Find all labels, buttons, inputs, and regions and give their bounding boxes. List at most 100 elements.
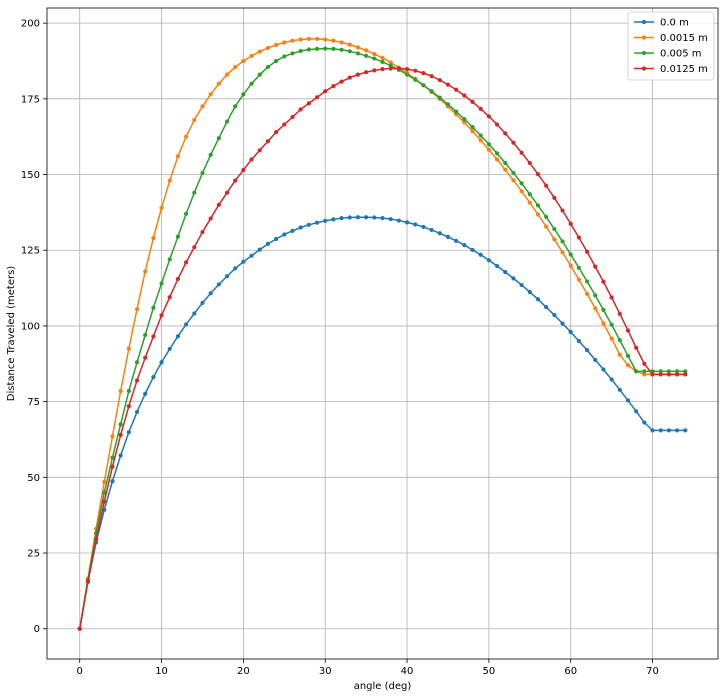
data-point (462, 242, 467, 248)
data-point (478, 252, 483, 257)
data-point (110, 455, 115, 460)
data-point (159, 360, 164, 365)
data-point (568, 263, 573, 268)
data-point (118, 453, 123, 458)
data-point (478, 138, 483, 143)
data-point (535, 212, 541, 217)
data-point (167, 295, 172, 300)
data-point (380, 59, 385, 64)
legend-item: 0.0015 m (634, 33, 708, 44)
legend-item: 0.0 m (634, 18, 689, 29)
data-point (527, 192, 532, 197)
data-point (584, 249, 590, 254)
data-point (642, 361, 647, 366)
data-point (625, 363, 631, 368)
data-point (634, 345, 639, 350)
y-tick-label: 200 (21, 19, 40, 30)
data-point (527, 200, 532, 205)
data-point (478, 106, 483, 111)
data-point (143, 332, 148, 338)
data-point (274, 58, 279, 64)
data-point (421, 83, 426, 88)
data-point (552, 237, 557, 242)
legend-label: 0.0 m (660, 18, 689, 29)
data-point (388, 66, 393, 71)
data-point (241, 92, 246, 97)
data-point (208, 216, 213, 221)
legend-box (627, 11, 715, 81)
data-point (339, 79, 344, 84)
y-tick-label: 125 (21, 246, 40, 257)
data-point (298, 107, 303, 112)
legend-swatch-marker (641, 50, 647, 56)
data-point (208, 152, 213, 157)
data-point (192, 311, 197, 316)
data-point (658, 372, 663, 377)
data-point (584, 279, 590, 284)
data-point (601, 367, 606, 372)
data-point (184, 134, 189, 139)
plot-frame (46, 7, 719, 660)
data-point (584, 348, 590, 353)
data-point (388, 63, 393, 68)
data-point (118, 388, 123, 394)
data-point (347, 49, 352, 54)
data-point (282, 40, 287, 45)
legend-swatch-marker (641, 66, 647, 71)
data-point (224, 119, 230, 124)
data-point (560, 208, 565, 213)
data-point (609, 322, 614, 327)
data-point (413, 68, 418, 73)
data-point (503, 269, 508, 275)
data-point (445, 234, 451, 240)
data-point (184, 260, 189, 265)
data-point (331, 38, 336, 43)
data-point (380, 55, 385, 61)
data-point (634, 409, 639, 414)
data-point (298, 48, 303, 54)
x-axis-label: angle (deg) (354, 681, 412, 692)
data-point (151, 334, 156, 339)
legend-label: 0.0125 m (660, 64, 708, 75)
data-point (192, 190, 197, 195)
data-point (560, 239, 565, 244)
data-point (454, 87, 459, 92)
data-point (143, 269, 148, 274)
data-point (159, 205, 164, 210)
data-point (306, 101, 311, 106)
data-point (609, 336, 614, 341)
data-point (347, 42, 352, 47)
data-point (625, 328, 631, 333)
data-point (478, 133, 483, 138)
data-point (175, 334, 181, 339)
data-point (233, 104, 238, 109)
data-point (601, 321, 606, 326)
data-point (666, 372, 672, 377)
data-point (298, 225, 303, 230)
data-point (454, 109, 459, 114)
data-point (413, 222, 418, 227)
data-point (355, 215, 361, 220)
data-point (216, 202, 221, 207)
data-point (134, 378, 140, 383)
data-point (175, 276, 181, 282)
data-point (486, 114, 491, 119)
data-point (216, 136, 221, 141)
data-point (429, 89, 434, 94)
data-point (257, 247, 262, 252)
y-tick-label: 175 (21, 94, 40, 105)
data-point (306, 222, 311, 227)
x-tick-label: 30 (319, 666, 332, 677)
data-point (94, 537, 99, 542)
data-point (470, 124, 475, 130)
data-point (683, 372, 688, 377)
data-point (347, 75, 352, 80)
data-point (404, 220, 410, 225)
data-point (257, 148, 262, 153)
series-2 (77, 46, 688, 631)
x-tick-label: 40 (401, 666, 414, 677)
legend-item: 0.005 m (634, 49, 702, 60)
data-point (674, 428, 680, 433)
data-point (290, 51, 295, 56)
